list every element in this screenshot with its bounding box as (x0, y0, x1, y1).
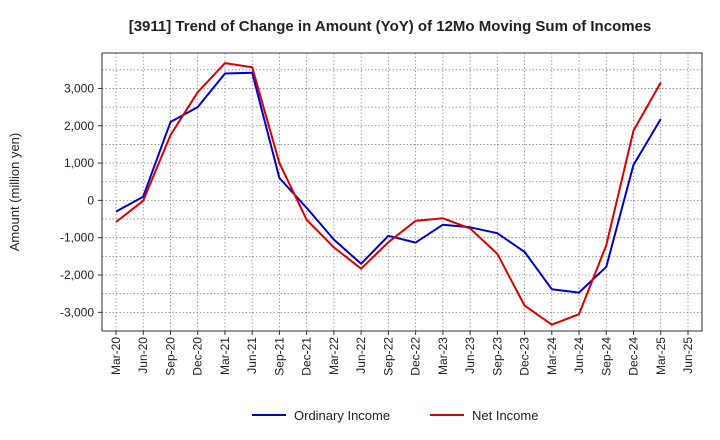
x-tick-label: Mar-23 (436, 337, 450, 375)
x-tick-label: Jun-21 (245, 337, 259, 374)
series-line-1 (115, 62, 662, 326)
y-axis-title: Amount (million yen) (7, 133, 22, 252)
x-tick-label: Jun-25 (681, 337, 695, 374)
x-tick-label: Mar-25 (654, 337, 668, 375)
y-tick-label: 0 (87, 193, 94, 207)
x-tick-label: Sep-20 (163, 337, 177, 376)
plot-frame (101, 52, 703, 332)
legend-label: Net Income (472, 408, 538, 423)
y-tick-label: -3,000 (60, 305, 94, 319)
y-tick-label: -2,000 (60, 268, 94, 282)
y-tick-label: -1,000 (60, 231, 94, 245)
y-axis: -3,000 -2,000 -1,000 0 1,000 2,000 3,000 (60, 81, 102, 319)
x-tick-label: Sep-22 (381, 337, 395, 376)
x-tick-label: Jun-20 (136, 337, 150, 374)
legend: Ordinary Income Net Income (252, 408, 538, 423)
x-tick-label: Jun-22 (354, 337, 368, 374)
x-tick-label: Mar-21 (218, 337, 232, 375)
x-axis: Mar-20 Jun-20 Sep-20 Dec-20 Mar-21 Jun-21 Sep-… (109, 331, 695, 376)
x-tick-label: Dec-24 (627, 337, 641, 376)
x-tick-label: Dec-21 (300, 337, 314, 376)
y-tick-label: 2,000 (64, 119, 94, 133)
plot-area (102, 53, 702, 331)
legend-label: Ordinary Income (294, 408, 390, 423)
x-tick-label: Mar-24 (545, 337, 559, 375)
x-tick-label: Mar-20 (109, 337, 123, 375)
grid (102, 53, 702, 332)
x-tick-label: Sep-21 (272, 337, 286, 376)
x-tick-label: Jun-23 (463, 337, 477, 374)
x-tick-label: Dec-20 (191, 337, 205, 376)
y-tick-label: 3,000 (64, 81, 94, 95)
x-tick-label: Dec-23 (518, 337, 532, 376)
x-tick-label: Jun-24 (572, 337, 586, 374)
x-tick-label: Mar-22 (327, 337, 341, 375)
series-line-0 (115, 71, 662, 294)
x-tick-label: Sep-24 (599, 337, 613, 376)
chart-title: [3911] Trend of Change in Amount (YoY) o… (129, 18, 652, 35)
x-tick-label: Sep-23 (490, 337, 504, 376)
series-lines (115, 62, 662, 326)
x-tick-label: Dec-22 (409, 337, 423, 376)
y-tick-label: 1,000 (64, 156, 94, 170)
